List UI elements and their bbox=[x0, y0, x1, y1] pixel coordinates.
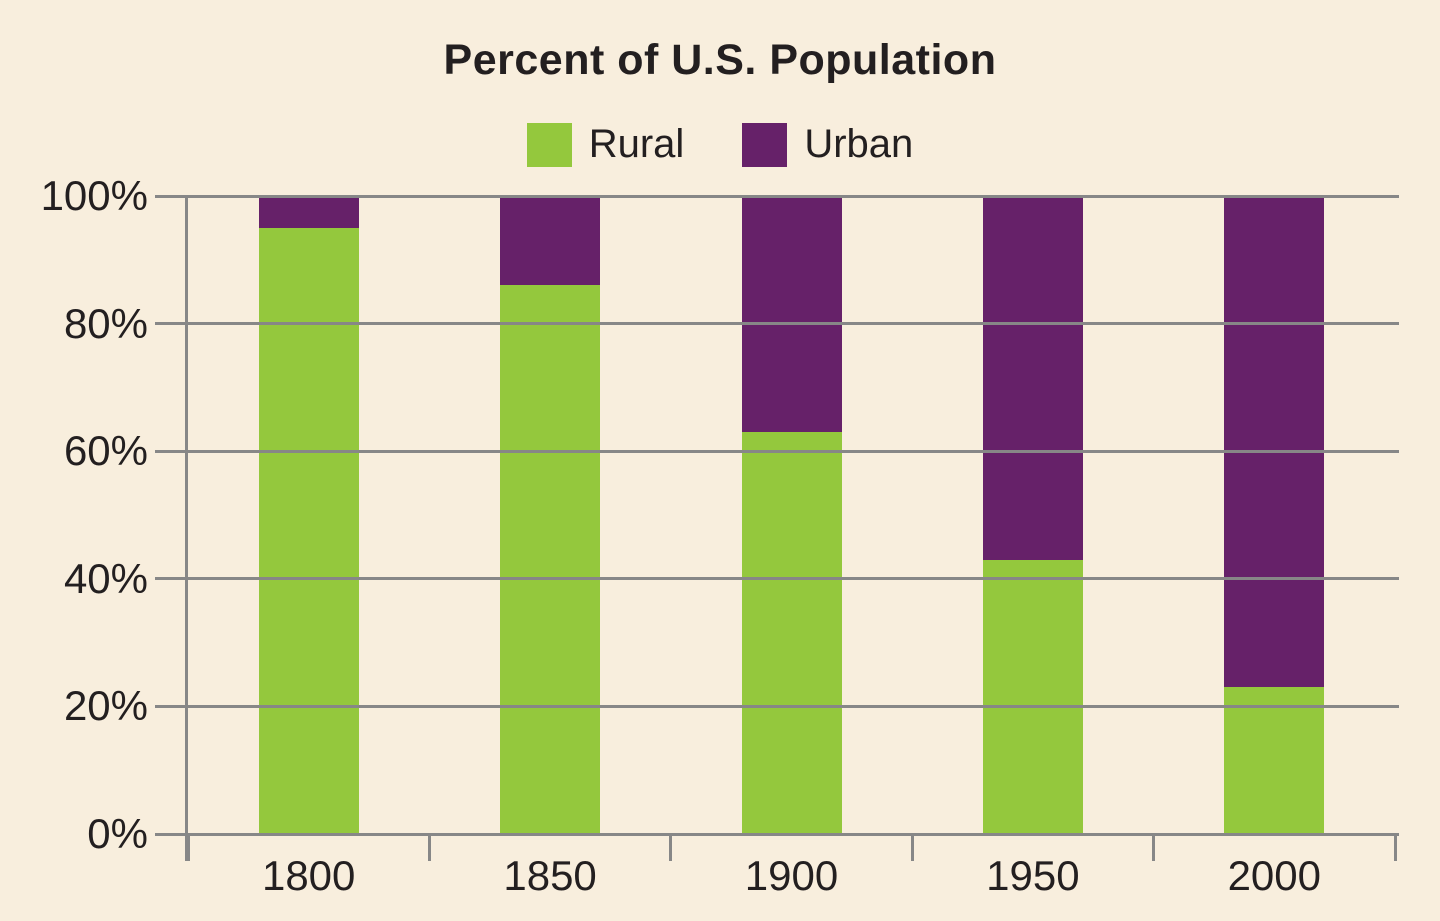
x-axis-tick bbox=[669, 834, 673, 861]
x-tick-label-1900: 1900 bbox=[744, 852, 839, 899]
gridline-40% bbox=[155, 577, 1399, 581]
gridline-100% bbox=[155, 194, 1399, 198]
y-tick-label-0%: 0% bbox=[87, 810, 148, 857]
bar-1900-rural bbox=[741, 432, 842, 834]
x-axis-tick bbox=[910, 834, 914, 861]
bar-1800-urban bbox=[258, 196, 359, 228]
bar-1950-rural bbox=[982, 559, 1083, 834]
x-tick-label-1950: 1950 bbox=[986, 852, 1080, 899]
y-tick-label-40%: 40% bbox=[63, 554, 148, 602]
y-tick-label-20%: 20% bbox=[63, 682, 148, 730]
bar-1850-rural bbox=[500, 285, 601, 834]
gridline-0% bbox=[155, 832, 1399, 836]
x-axis-tick bbox=[186, 834, 190, 861]
y-tick-label-80%: 80% bbox=[63, 299, 148, 347]
legend-item-urban: Urban bbox=[742, 122, 913, 167]
x-tick-label-2000: 2000 bbox=[1227, 852, 1321, 899]
legend: Rural Urban bbox=[0, 122, 1440, 167]
gridline-80% bbox=[155, 322, 1399, 326]
rural-swatch-icon bbox=[526, 122, 572, 167]
x-axis-tick bbox=[1152, 834, 1156, 861]
legend-item-rural: Rural bbox=[526, 122, 685, 167]
y-tick-label-100%: 100% bbox=[40, 172, 148, 219]
bar-1800-rural bbox=[258, 227, 359, 834]
x-axis-tick bbox=[427, 834, 431, 861]
bar-2000-rural bbox=[1224, 687, 1325, 834]
y-axis-labels: 0% 20% 40% 60% 80% 100% bbox=[0, 0, 148, 921]
gridline-60% bbox=[155, 449, 1399, 453]
y-tick-label-60%: 60% bbox=[63, 427, 148, 475]
bar-2000-urban bbox=[1224, 196, 1325, 688]
bar-1850-urban bbox=[500, 196, 601, 286]
chart-title: Percent of U.S. Population bbox=[443, 36, 997, 84]
bar-1900-urban bbox=[741, 196, 842, 433]
gridline-20% bbox=[155, 704, 1399, 708]
urban-swatch-icon bbox=[742, 122, 788, 167]
legend-label-rural: Rural bbox=[588, 122, 685, 166]
x-tick-label-1850: 1850 bbox=[503, 852, 597, 899]
legend-label-urban: Urban bbox=[804, 122, 914, 166]
y-axis bbox=[185, 196, 188, 861]
x-axis-tick bbox=[1393, 834, 1397, 861]
bar-1950-urban bbox=[982, 196, 1083, 560]
x-tick-label-1800: 1800 bbox=[261, 852, 356, 899]
plot-area: 1800 1850 1900 1950 2000 bbox=[155, 194, 1399, 899]
